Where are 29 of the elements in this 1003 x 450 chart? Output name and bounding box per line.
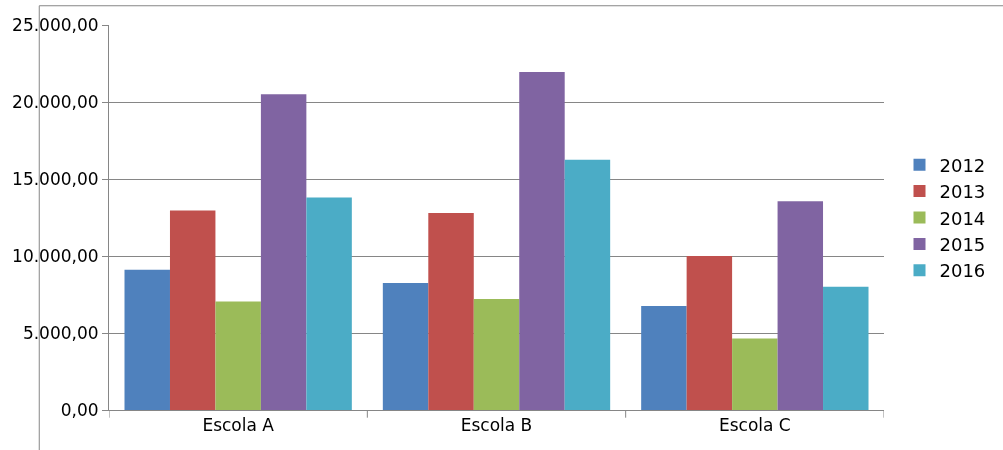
legend-label: 2012 [939,154,986,176]
bar [382,282,429,410]
bar [686,256,733,410]
bar [732,338,778,410]
y-tick-label: 0,00 [60,399,99,420]
bar [641,306,687,410]
bar [124,269,170,410]
legend-label: 2016 [939,260,986,282]
bar [215,301,261,410]
y-tick-label: 5.000,00 [22,322,99,343]
bar [428,212,474,410]
y-tick-label: 15.000,00 [12,168,99,189]
bar [519,71,565,410]
x-tick-label: Escola A [202,415,275,436]
y-tick-label: 20.000,00 [12,91,99,112]
bar [169,210,216,410]
x-tick-label: Escola B [460,415,533,436]
bar [564,159,611,410]
x-tick-label: Escola C [718,415,791,436]
bar [473,299,520,410]
bar [823,286,869,410]
bar [777,201,824,410]
bar [260,94,307,410]
y-tick-label: 10.000,00 [12,245,99,266]
y-tick-label: 25.000,00 [12,14,99,35]
legend-label: 2014 [939,207,986,229]
legend-label: 2015 [939,233,986,255]
legend-label: 2013 [939,181,986,203]
bar [306,197,352,410]
